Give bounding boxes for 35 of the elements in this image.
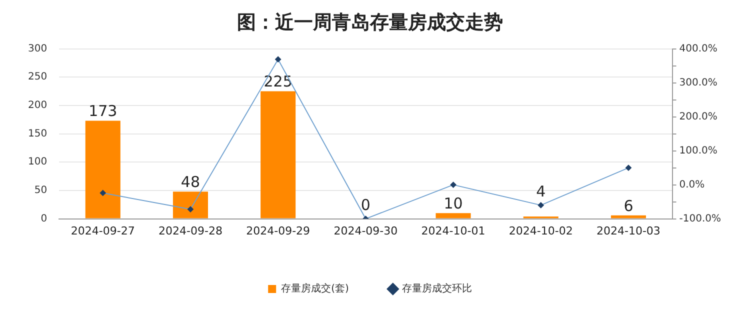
y-tick-label: 50: [34, 185, 48, 196]
data-label: 10: [444, 194, 463, 213]
y2-tick-label: 300.0%: [679, 77, 718, 88]
x-tick-label: 2024-09-29: [246, 224, 310, 238]
data-label: 225: [264, 72, 292, 91]
y-tick-label: 0: [40, 213, 48, 224]
bar: [85, 120, 120, 218]
x-tick-label: 2024-10-03: [596, 224, 660, 238]
legend-label: 存量房成交(套): [281, 282, 349, 295]
y-tick-label: 100: [28, 156, 48, 168]
y2-tick-label: 100.0%: [679, 145, 718, 156]
data-label: 6: [624, 196, 634, 215]
data-label: 48: [180, 172, 200, 191]
bar: [172, 192, 208, 218]
y-tick-label: 300: [28, 43, 48, 54]
y2-tick-label: 400.0%: [679, 43, 718, 54]
x-tick-label: 2024-10-02: [508, 224, 573, 238]
y2-tick-label: -100.0%: [679, 213, 722, 224]
data-label: 4: [536, 182, 546, 201]
x-tick-label: 2024-09-27: [70, 224, 135, 238]
y-tick-label: 150: [28, 128, 48, 140]
bar: [610, 215, 646, 218]
x-tick-label: 2024-09-30: [334, 224, 398, 238]
data-label: 173: [88, 102, 118, 120]
y2-tick-label: 200.0%: [679, 111, 718, 122]
legend-label: 存量房成交环比: [402, 282, 472, 295]
y-tick-label: 200: [28, 100, 48, 112]
chart-title: 图：近一周青岛存量房成交走势: [237, 11, 503, 34]
bar: [260, 91, 296, 218]
bar: [436, 213, 471, 218]
y2-tick-label: 0.0%: [679, 179, 705, 190]
x-tick-label: 2024-10-01: [421, 224, 486, 238]
y-tick-label: 250: [28, 72, 48, 83]
data-label: 0: [360, 196, 370, 214]
x-tick-label: 2024-09-28: [158, 224, 222, 238]
